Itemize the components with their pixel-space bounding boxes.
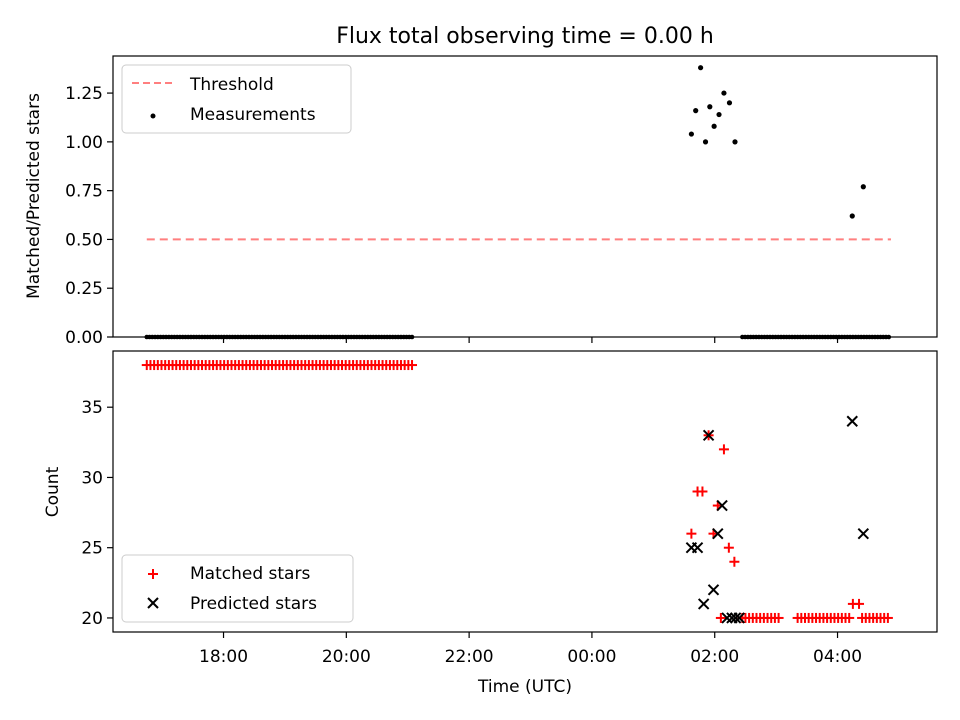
measurement-point (698, 65, 704, 71)
x-axis-label: Time (UTC) (477, 677, 572, 697)
bottom-y-tick-label: 35 (81, 398, 103, 418)
matched-star-point (715, 612, 726, 623)
top-legend-box (121, 64, 352, 134)
bottom-axes-frame (112, 350, 938, 633)
legend-matched-label: Matched stars (190, 564, 310, 584)
top-axes-frame (112, 55, 938, 338)
measurement-point (702, 139, 709, 145)
bottom-legend: Matched stars Predicted stars (121, 554, 354, 623)
predicted-star-point-b (857, 527, 870, 540)
matched-star-point (729, 556, 740, 567)
legend-threshold-label: Threshold (189, 75, 274, 95)
legend-predicted-marker-b (147, 597, 159, 609)
chart-title: Flux total observing time = 0.00 h (336, 24, 714, 49)
measurement-point (716, 111, 722, 118)
bottom-marks (141, 360, 893, 624)
predicted-star-point (707, 584, 720, 596)
measurement-point (693, 108, 699, 114)
predicted-star-point-b (707, 584, 720, 596)
bottom-x-tick-label: 00:00 (567, 647, 616, 667)
top-y-tick-label: 0.00 (65, 328, 103, 348)
bottom-y-ticks: 20 25 30 35 (81, 398, 113, 629)
predicted-star-point-b (721, 612, 733, 624)
predicted-star-point (857, 527, 870, 540)
bottom-x-tick-label: 18:00 (199, 647, 248, 667)
bottom-x-tick-label: 22:00 (445, 647, 494, 667)
predicted-star-point (691, 541, 704, 554)
top-y-tick-label: 0.75 (65, 182, 103, 202)
measurement-point (721, 90, 727, 96)
bottom-x-tick-label: 20:00 (322, 647, 371, 667)
legend-measurements-label: Measurements (190, 105, 316, 125)
predicted-star-point (702, 429, 715, 442)
top-y-tick-label: 1.25 (65, 84, 103, 104)
measurement-point (711, 123, 717, 129)
bottom-y-tick-label: 20 (81, 609, 103, 629)
predicted-star-point (729, 612, 742, 624)
predicted-star-point (721, 612, 733, 624)
predicted-star-point-b (702, 429, 715, 442)
predicted-star-point-b (691, 541, 704, 554)
legend-matched-marker (148, 569, 158, 579)
top-legend: Threshold Measurements (121, 64, 352, 134)
legend-measurements-swatch (150, 113, 156, 119)
top-y-tick-label: 0.50 (65, 230, 103, 250)
predicted-star-point (846, 415, 858, 427)
matched-star-point (697, 486, 708, 497)
bottom-y-axis-label: Count (43, 466, 63, 517)
predicted-star-point-b (716, 499, 728, 512)
legend-predicted-swatch (147, 597, 159, 609)
bottom-x-tick-label: 04:00 (813, 647, 862, 667)
bottom-x-tick-label: 02:00 (690, 647, 739, 667)
predicted-star-point-b (846, 415, 858, 427)
measurement-point (688, 131, 694, 137)
matched-star-point (723, 542, 734, 553)
matched-star-point (844, 612, 855, 623)
matched-star-point (686, 528, 697, 539)
matched-star-point (718, 444, 729, 455)
top-y-axis-label: Matched/Predicted stars (24, 93, 44, 299)
measurement-point (707, 104, 713, 110)
measurement-point (860, 184, 866, 190)
measurement-point (732, 139, 738, 145)
top-y-tick-label: 1.00 (65, 133, 103, 153)
legend-matched-swatch (148, 569, 158, 579)
top-x-ticks (222, 337, 839, 343)
predicted-star-point-b (697, 598, 710, 610)
top-y-tick-label: 0.25 (65, 279, 103, 299)
matched-star-point (773, 612, 784, 623)
bottom-y-tick-label: 25 (81, 539, 103, 559)
matched-star-point (854, 598, 865, 609)
measurement-point (849, 213, 855, 219)
legend-predicted-marker (147, 597, 159, 609)
top-panel: 0.00 0.25 0.50 0.75 1.00 1.25 Matched/Predict… (24, 55, 938, 348)
predicted-star-point (712, 527, 724, 540)
top-y-ticks: 0.00 0.25 0.50 0.75 1.00 1.25 (65, 84, 113, 348)
predicted-star-point (716, 499, 728, 512)
matched-star-point (882, 612, 893, 623)
top-marks (144, 65, 892, 340)
predicted-star-point-b (712, 527, 724, 540)
predicted-star-point-b (729, 612, 742, 624)
bottom-y-tick-label: 30 (81, 468, 103, 488)
measurement-point (726, 100, 733, 106)
legend-predicted-label: Predicted stars (190, 594, 317, 614)
bottom-legend-box (121, 554, 354, 623)
predicted-star-point (733, 612, 745, 624)
predicted-star-point (697, 598, 710, 610)
predicted-star-point-b (733, 612, 745, 624)
bottom-x-ticks: 18:00 20:00 22:00 00:00 02:00 04:00 (199, 632, 862, 667)
matched-star-point (407, 360, 418, 371)
